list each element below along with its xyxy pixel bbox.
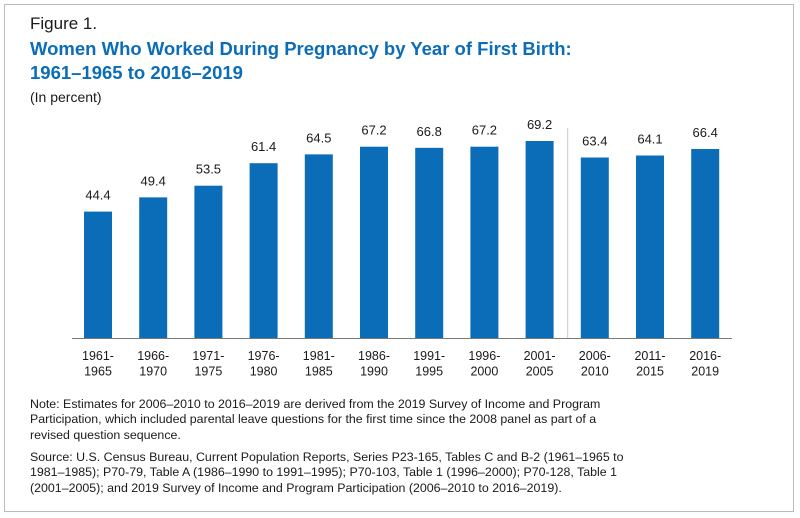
x-tick-label: 1981-	[303, 349, 335, 363]
bar-value-label: 53.5	[196, 162, 221, 177]
figure-label: Figure 1.	[30, 14, 98, 33]
x-tick-label: 2011-	[634, 349, 665, 363]
bar	[304, 154, 333, 338]
source-line: Source: U.S. Census Bureau, Current Popu…	[30, 450, 624, 464]
x-tick-label: 2000	[470, 365, 498, 379]
bar-value-label: 67.2	[361, 123, 386, 138]
bar	[139, 197, 168, 338]
chart-title-line-1: Women Who Worked During Pregnancy by Yea…	[30, 38, 572, 59]
x-tick-label: 1990	[360, 365, 388, 379]
note-line: Participation, which included parental l…	[30, 412, 597, 427]
x-tick-label: 1976-	[248, 349, 280, 363]
bar-value-label: 64.5	[306, 130, 331, 145]
bar-value-label: 66.8	[417, 124, 442, 139]
bar-value-label: 67.2	[472, 123, 497, 138]
bar-value-label: 66.4	[693, 125, 718, 140]
x-tick-label: 1975	[194, 365, 222, 379]
chart-note: Note: Estimates for 2006–2010 to 2016–20…	[30, 397, 770, 443]
x-tick-label: 1980	[250, 365, 278, 379]
x-tick-label: 1995	[415, 365, 443, 379]
chart-source: Source: U.S. Census Bureau, Current Popu…	[30, 450, 775, 496]
bar-value-label: 63.4	[582, 134, 607, 149]
bar-value-label: 44.4	[85, 188, 110, 203]
x-tick-label: 2010	[581, 365, 609, 379]
bar	[636, 155, 664, 338]
bar	[249, 163, 278, 338]
x-tick-label: 1985	[305, 365, 333, 379]
x-tick-label: 2015	[636, 365, 664, 379]
bar	[194, 185, 223, 338]
x-tick-label: 1986-	[358, 349, 390, 363]
bar	[525, 141, 554, 338]
x-tick-label: 1971-	[192, 349, 224, 363]
x-tick-label: 1991-	[413, 349, 445, 363]
bar	[415, 147, 444, 338]
bar	[691, 148, 720, 338]
x-tick-label: 2006-	[579, 349, 611, 363]
source-line: 1981–1985); P70-79, Table A (1986–1990 t…	[30, 465, 617, 480]
x-tick-label: 1966-	[137, 349, 169, 363]
bar	[470, 146, 499, 338]
bar-value-label: 61.4	[251, 139, 276, 154]
x-tick-label: 1970	[139, 365, 167, 379]
bar-value-label: 69.2	[527, 117, 552, 132]
source-line: (2001–2005); and 2019 Survey of Income a…	[30, 480, 562, 495]
chart-title-line-2: 1961–1965 to 2016–2019	[30, 62, 243, 83]
x-tick-label: 2005	[526, 365, 554, 379]
x-tick-label: 1961-	[82, 349, 114, 363]
note-line: Note: Estimates for 2006–2010 to 2016–20…	[30, 397, 601, 411]
x-tick-label: 2001-	[524, 349, 556, 363]
bar-value-label: 64.1	[637, 132, 662, 147]
note-line: revised question sequence.	[30, 427, 181, 442]
chart-title: Women Who Worked During Pregnancy by Yea…	[30, 37, 770, 85]
x-tick-label: 1996-	[468, 349, 500, 363]
bar	[360, 146, 388, 338]
bar-value-label: 49.4	[141, 173, 166, 188]
chart-subtitle: (In percent)	[30, 89, 102, 105]
x-tick-label: 2019	[691, 365, 719, 379]
x-tick-label: 2016-	[689, 349, 721, 363]
bar	[580, 157, 609, 338]
x-tick-label: 1965	[84, 365, 112, 379]
bar	[84, 211, 112, 338]
